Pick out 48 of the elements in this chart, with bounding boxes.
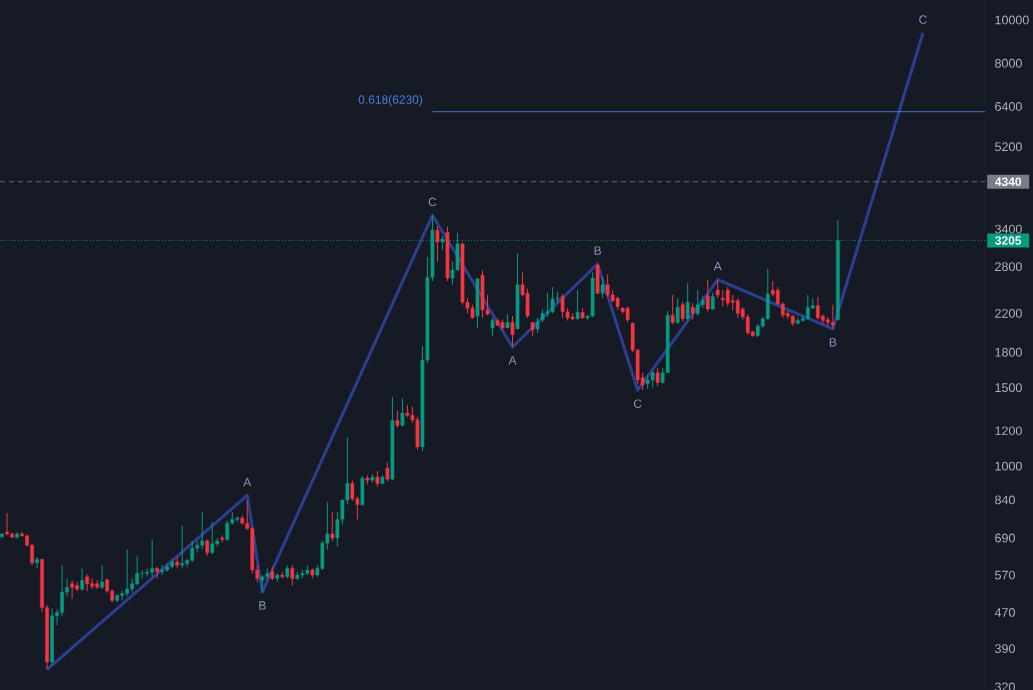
y-tick-label: 840 (995, 495, 1015, 505)
candlestick (35, 556, 39, 569)
y-tick-label: 8000 (995, 58, 1022, 68)
candlestick (100, 564, 104, 590)
candlestick (670, 294, 675, 325)
data-label: A (508, 356, 517, 365)
data-label: B (829, 338, 837, 347)
y-tick-label: 1200 (995, 426, 1022, 436)
candlestick (655, 367, 660, 387)
candlestick (400, 397, 405, 428)
y-tick-label: 470 (994, 608, 1015, 617)
candlestick (705, 279, 710, 313)
candlestick (600, 276, 605, 299)
candlestick (330, 511, 335, 542)
candlestick (675, 297, 680, 325)
data-label: A (243, 477, 252, 487)
y-tick-label: 2800 (995, 262, 1022, 272)
candlestick (715, 279, 720, 299)
candlestick (680, 300, 685, 322)
ref-line-label: 3205 (995, 236, 1022, 245)
y-tick-label: 2200 (995, 308, 1022, 318)
y-tick-label: 1800 (995, 347, 1022, 357)
line-series (45, 31, 925, 672)
data-label: C (428, 197, 437, 207)
data-label: C (919, 15, 927, 24)
data-label: A (713, 262, 722, 271)
y-tick-label: 6400 (995, 102, 1022, 111)
candlestick (435, 225, 440, 263)
data-label: C (633, 399, 642, 408)
candlestick (575, 289, 580, 321)
candlestick (80, 567, 84, 592)
candlestick (290, 564, 295, 587)
candlestick (510, 315, 515, 348)
y-tick-label: 390 (995, 644, 1015, 654)
data-label: B (594, 246, 601, 255)
candlestick (385, 461, 390, 482)
y-tick-label: 1500 (995, 383, 1022, 393)
candlestick (180, 525, 185, 569)
y-tick-label: 1000 (995, 461, 1022, 471)
ref-line-label: 0.618(6230) (358, 95, 423, 107)
y-tick-label: 570 (995, 570, 1015, 580)
ref-line-label: 4340 (995, 177, 1022, 187)
y-tick-label: 3400 (995, 224, 1022, 234)
data-label: B (259, 601, 266, 610)
y-tick-label: 690 (995, 533, 1015, 543)
y-tick-label: 10000 (995, 15, 1029, 25)
y-tick-label: 5200 (995, 142, 1022, 152)
candlestick (685, 282, 690, 322)
